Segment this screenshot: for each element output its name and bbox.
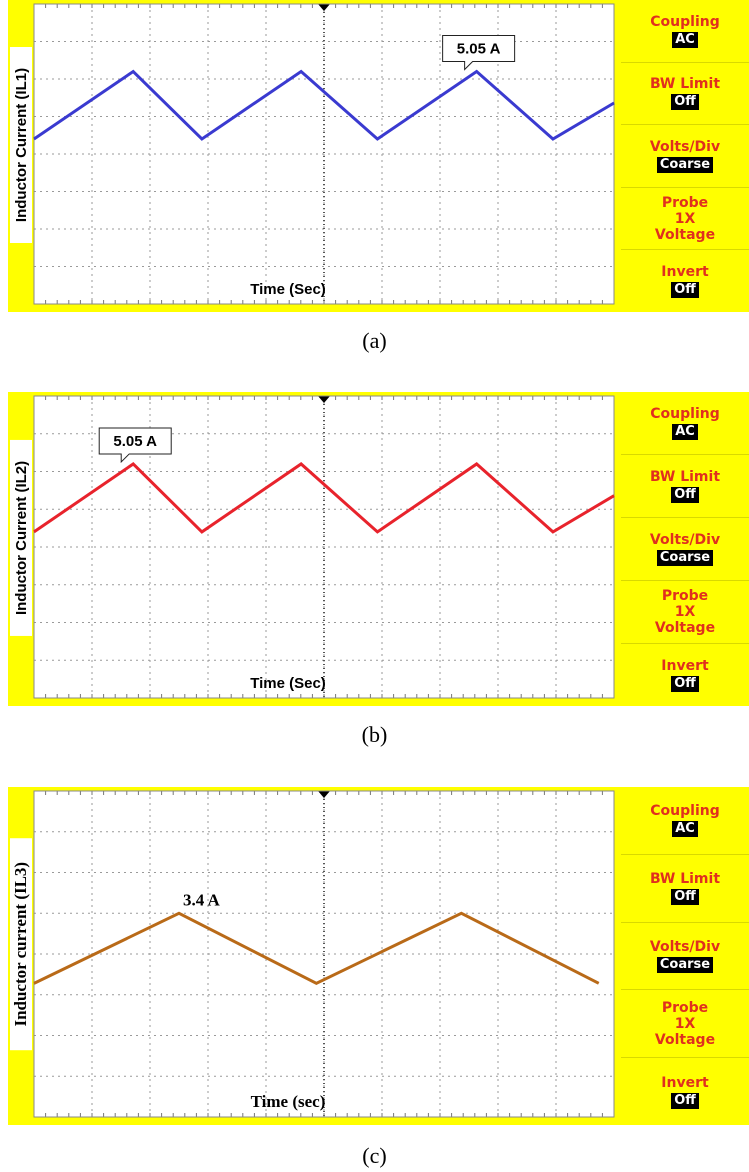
volts-div-value: Coarse <box>656 550 714 566</box>
volts-div-value: Coarse <box>656 956 714 973</box>
invert-button[interactable]: Invert Off <box>621 644 749 706</box>
coupling-value: AC <box>672 821 698 838</box>
x-axis-label: Time (Sec) <box>250 281 326 298</box>
y-axis-label-group: Inductor current (IL3) <box>10 838 32 1051</box>
invert-button[interactable]: Invert Off <box>621 1058 749 1125</box>
x-axis-label: Time (Sec) <box>250 675 326 692</box>
plot-a: 5.05 A Time (Sec) Inductor Current (IL1) <box>10 3 615 305</box>
invert-label: Invert <box>661 264 709 281</box>
invert-label: Invert <box>661 658 709 674</box>
coupling-button[interactable]: Coupling AC <box>621 0 749 63</box>
bw-limit-value: Off <box>671 94 699 111</box>
coupling-label: Coupling <box>650 803 720 820</box>
trigger-marker-icon <box>318 791 330 798</box>
y-axis-label-bg <box>10 439 32 636</box>
probe-value: 1X <box>674 1015 696 1032</box>
caption-a: (a) <box>362 328 387 353</box>
y-axis-label: Inductor current (IL3) <box>11 862 30 1027</box>
probe-type: Voltage <box>654 226 716 243</box>
probe-value: 1X <box>674 604 696 620</box>
invert-button[interactable]: Invert Off <box>621 250 749 312</box>
grid <box>33 4 615 304</box>
volts-div-value: Coarse <box>656 156 714 173</box>
plot-border <box>33 3 615 305</box>
x-axis-label: Time (sec) <box>251 1092 326 1111</box>
y-axis-label: Inductor Current (IL1) <box>13 68 30 222</box>
invert-value: Off <box>671 676 699 692</box>
bw-limit-value: Off <box>671 889 699 906</box>
bw-limit-button[interactable]: BW Limit Off <box>621 63 749 126</box>
invert-label: Invert <box>661 1074 709 1091</box>
plot-b: 5.05 A Time (Sec) Inductor Current (IL2) <box>10 395 615 699</box>
caption-b: (b) <box>361 722 388 747</box>
bw-limit-label: BW Limit <box>649 76 721 93</box>
coupling-label: Coupling <box>650 13 720 30</box>
bw-limit-button[interactable]: BW Limit Off <box>621 855 749 923</box>
annotation-label: 5.05 A <box>113 433 157 450</box>
volts-div-label: Volts/Div <box>649 938 721 955</box>
probe-button[interactable]: Probe 1X Voltage <box>621 188 749 251</box>
waveform-line <box>33 462 615 534</box>
scope-a: 5.05 A Time (Sec) Inductor Current (IL1) C… <box>8 0 749 312</box>
y-axis-label-group: Inductor Current (IL2) <box>10 439 32 636</box>
bw-limit-value: Off <box>671 487 699 503</box>
panel-a: 5.05 A Time (Sec) Inductor Current (IL1) C… <box>0 0 749 370</box>
coupling-value: AC <box>672 424 698 440</box>
bw-limit-label: BW Limit <box>649 871 721 888</box>
invert-value: Off <box>671 1092 699 1109</box>
volts-div-button[interactable]: Volts/Div Coarse <box>621 125 749 188</box>
probe-label: Probe <box>661 999 709 1016</box>
probe-label: Probe <box>661 194 709 211</box>
trigger-marker-icon <box>318 396 330 403</box>
annotation-callout <box>442 35 516 71</box>
coupling-label: Coupling <box>650 406 720 422</box>
plot-c: 3.4 A Time (sec) Inductor current (IL3) <box>10 790 615 1118</box>
panel-c: 3.4 A Time (sec) Inductor current (IL3) Co… <box>0 787 749 1172</box>
panel-b: 5.05 A Time (Sec) Inductor Current (IL2) C… <box>0 392 749 764</box>
y-axis-label-bg <box>10 838 32 1051</box>
volts-div-button[interactable]: Volts/Div Coarse <box>621 923 749 991</box>
invert-value: Off <box>671 282 699 299</box>
trigger-marker-icon <box>318 4 330 11</box>
menu-b: Coupling AC BW Limit Off Volts/Div Coars… <box>621 392 749 706</box>
volts-div-button[interactable]: Volts/Div Coarse <box>621 518 749 581</box>
bw-limit-label: BW Limit <box>649 469 721 485</box>
probe-value: 1X <box>674 210 696 227</box>
caption-c: (c) <box>362 1143 387 1168</box>
menu-c: Coupling AC BW Limit Off Volts/Div Coars… <box>621 787 749 1125</box>
grid <box>33 791 615 1117</box>
coupling-value: AC <box>672 31 698 48</box>
annotation-label: 5.05 A <box>457 41 501 58</box>
probe-button[interactable]: Probe 1X Voltage <box>621 581 749 644</box>
y-axis-label: Inductor Current (IL2) <box>13 461 30 615</box>
y-axis-label-bg <box>10 47 32 243</box>
coupling-button[interactable]: Coupling AC <box>621 787 749 855</box>
annotation-label: 3.4 A <box>183 890 221 909</box>
bw-limit-button[interactable]: BW Limit Off <box>621 455 749 518</box>
probe-type: Voltage <box>654 620 716 636</box>
scope-b: 5.05 A Time (Sec) Inductor Current (IL2) C… <box>8 392 749 706</box>
volts-div-label: Volts/Div <box>649 532 721 548</box>
scope-c: 3.4 A Time (sec) Inductor current (IL3) Co… <box>8 787 749 1125</box>
volts-div-label: Volts/Div <box>649 138 721 155</box>
coupling-button[interactable]: Coupling AC <box>621 392 749 455</box>
y-axis-label-group: Inductor Current (IL1) <box>10 47 32 243</box>
annotation-callout <box>98 427 172 464</box>
waveform-line <box>33 911 600 986</box>
menu-a: Coupling AC BW Limit Off Volts/Div Coars… <box>621 0 749 312</box>
plot-border <box>33 790 615 1118</box>
waveform-line <box>33 69 615 141</box>
plot-border <box>33 395 615 699</box>
probe-type: Voltage <box>654 1031 716 1048</box>
probe-label: Probe <box>661 588 709 604</box>
probe-button[interactable]: Probe 1X Voltage <box>621 990 749 1059</box>
